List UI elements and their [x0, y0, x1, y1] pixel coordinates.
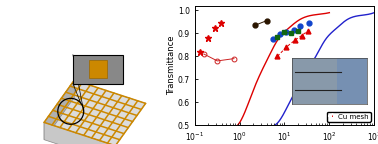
Bar	[89, 60, 107, 78]
Polygon shape	[44, 122, 115, 144]
Y-axis label: Transmittance: Transmittance	[167, 36, 176, 95]
Legend: Cu mesh: Cu mesh	[327, 112, 371, 122]
FancyBboxPatch shape	[73, 55, 123, 84]
Polygon shape	[44, 80, 146, 144]
Polygon shape	[44, 80, 74, 140]
